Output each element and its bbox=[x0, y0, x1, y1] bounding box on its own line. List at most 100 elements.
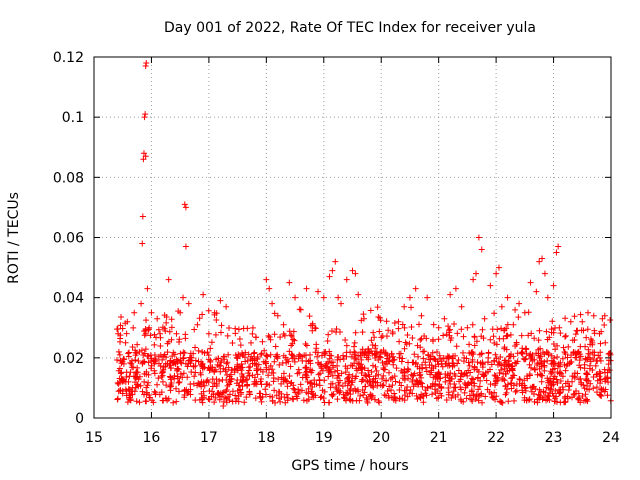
data-point bbox=[132, 373, 139, 380]
data-point bbox=[577, 353, 584, 360]
data-point bbox=[528, 388, 535, 395]
data-point bbox=[113, 357, 120, 364]
data-point bbox=[571, 374, 578, 381]
data-point bbox=[380, 366, 387, 373]
data-point bbox=[584, 382, 591, 389]
data-point bbox=[164, 340, 171, 347]
data-point bbox=[358, 361, 365, 368]
data-point bbox=[541, 270, 548, 277]
data-point bbox=[135, 357, 142, 364]
data-point bbox=[452, 285, 459, 292]
data-point bbox=[280, 376, 287, 383]
data-point bbox=[284, 394, 291, 401]
data-point bbox=[135, 376, 142, 383]
data-point bbox=[576, 394, 583, 401]
data-point bbox=[365, 367, 372, 374]
data-point bbox=[247, 356, 254, 363]
data-point bbox=[346, 387, 353, 394]
data-point bbox=[388, 387, 395, 394]
data-point bbox=[521, 356, 528, 363]
data-point bbox=[417, 379, 424, 386]
data-point bbox=[526, 396, 533, 403]
data-point bbox=[342, 369, 349, 376]
data-point bbox=[274, 351, 281, 358]
data-point bbox=[232, 352, 239, 359]
data-point bbox=[526, 361, 533, 368]
data-point bbox=[238, 370, 245, 377]
data-point bbox=[225, 351, 232, 358]
data-point bbox=[362, 383, 369, 390]
data-point bbox=[163, 313, 170, 320]
data-point bbox=[447, 380, 454, 387]
data-point bbox=[151, 388, 158, 395]
data-point bbox=[402, 339, 409, 346]
data-point bbox=[206, 396, 213, 403]
data-point bbox=[115, 348, 122, 355]
data-point bbox=[440, 354, 447, 361]
data-point bbox=[139, 240, 146, 247]
data-point bbox=[273, 392, 280, 399]
data-point bbox=[267, 336, 274, 343]
data-point bbox=[545, 351, 552, 358]
data-point bbox=[334, 396, 341, 403]
data-point bbox=[536, 258, 543, 265]
data-point bbox=[114, 396, 121, 403]
data-point bbox=[451, 384, 458, 391]
data-point bbox=[389, 330, 396, 337]
data-point bbox=[235, 398, 242, 405]
data-point bbox=[127, 390, 134, 397]
data-point bbox=[583, 371, 590, 378]
data-point bbox=[359, 387, 366, 394]
data-point bbox=[419, 365, 426, 372]
data-point bbox=[417, 344, 424, 351]
data-point bbox=[448, 375, 455, 382]
data-point bbox=[127, 369, 134, 376]
data-point bbox=[597, 376, 604, 383]
data-point bbox=[440, 332, 447, 339]
data-point bbox=[180, 370, 187, 377]
data-point bbox=[495, 264, 502, 271]
data-point bbox=[498, 362, 505, 369]
data-point bbox=[259, 338, 266, 345]
data-point bbox=[180, 349, 187, 356]
data-point bbox=[371, 334, 378, 341]
data-point bbox=[222, 366, 229, 373]
data-point bbox=[286, 372, 293, 379]
data-point bbox=[418, 312, 425, 319]
data-point bbox=[583, 370, 590, 377]
data-point bbox=[573, 327, 580, 334]
data-point bbox=[420, 355, 427, 362]
data-point bbox=[536, 327, 543, 334]
data-point bbox=[550, 282, 557, 289]
data-point bbox=[199, 311, 206, 318]
data-point bbox=[223, 395, 230, 402]
data-point bbox=[463, 395, 470, 402]
data-point bbox=[393, 365, 400, 372]
data-point bbox=[534, 360, 541, 367]
data-point bbox=[170, 399, 177, 406]
data-point bbox=[379, 375, 386, 382]
data-point bbox=[569, 337, 576, 344]
data-point bbox=[235, 382, 242, 389]
data-point bbox=[141, 332, 148, 339]
data-point bbox=[216, 391, 223, 398]
data-point bbox=[311, 377, 318, 384]
data-point bbox=[254, 371, 261, 378]
data-point bbox=[522, 355, 529, 362]
data-point bbox=[589, 339, 596, 346]
data-point bbox=[352, 270, 359, 277]
data-point bbox=[343, 349, 350, 356]
data-point bbox=[218, 359, 225, 366]
data-point bbox=[339, 383, 346, 390]
data-point bbox=[508, 385, 515, 392]
y-tick-label: 0.04 bbox=[53, 291, 84, 307]
data-point bbox=[557, 377, 564, 384]
data-point bbox=[267, 362, 274, 369]
data-point bbox=[481, 315, 488, 322]
data-point bbox=[472, 396, 479, 403]
data-point bbox=[383, 333, 390, 340]
data-point bbox=[181, 350, 188, 357]
data-point bbox=[223, 360, 230, 367]
data-point bbox=[572, 331, 579, 338]
data-point bbox=[454, 391, 461, 398]
